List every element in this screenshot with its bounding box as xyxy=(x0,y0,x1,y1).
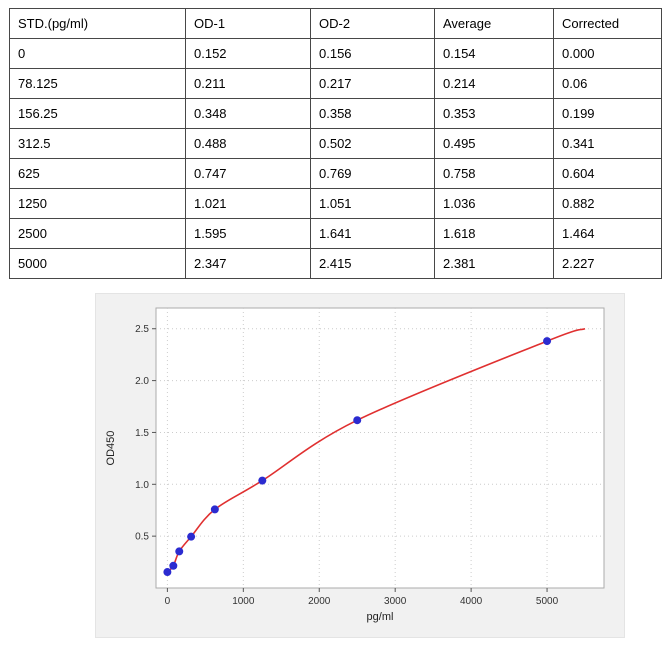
x-tick-label: 1000 xyxy=(232,596,255,607)
table-row: 0 0.152 0.156 0.154 0.000 xyxy=(9,38,662,69)
table-cell: 5000 xyxy=(9,248,186,279)
table-cell: 0.353 xyxy=(434,98,554,129)
data-point xyxy=(187,532,196,541)
table-cell: 156.25 xyxy=(9,98,186,129)
standards-table: STD.(pg/ml) OD-1 OD-2 Average Corrected … xyxy=(9,8,662,279)
x-tick-label: 3000 xyxy=(384,596,407,607)
table-cell: 312.5 xyxy=(9,128,186,159)
table-cell: 2.381 xyxy=(434,248,554,279)
plot-area xyxy=(155,307,605,589)
standard-curve-panel: 0 1000 2000 3000 4000 5000 0.5 1.0 1.5 2.0 2.5 pg/m… xyxy=(95,293,625,638)
table-cell: 1.036 xyxy=(434,188,554,219)
table-cell: 1.051 xyxy=(310,188,435,219)
header-corrected: Corrected xyxy=(553,8,662,39)
table-cell: 0.211 xyxy=(185,68,311,99)
data-point xyxy=(258,476,267,485)
table-row: 5000 2.347 2.415 2.381 2.227 xyxy=(9,248,662,279)
table-cell: 2.415 xyxy=(310,248,435,279)
table-row: 1250 1.021 1.051 1.036 0.882 xyxy=(9,188,662,219)
table-cell: 0.154 xyxy=(434,38,554,69)
data-point xyxy=(210,505,219,514)
header-std: STD.(pg/ml) xyxy=(9,8,186,39)
data-point xyxy=(353,416,362,425)
table-cell: 1.021 xyxy=(185,188,311,219)
table-cell: 0.604 xyxy=(553,158,662,189)
table-cell: 1.641 xyxy=(310,218,435,249)
table-cell: 0.348 xyxy=(185,98,311,129)
data-point xyxy=(543,337,552,346)
y-tick-label: 2.5 xyxy=(135,324,149,335)
table-cell: 0.502 xyxy=(310,128,435,159)
table-cell: 1.618 xyxy=(434,218,554,249)
table-row: 156.25 0.348 0.358 0.353 0.199 xyxy=(9,98,662,129)
table-cell: 2.227 xyxy=(553,248,662,279)
table-cell: 625 xyxy=(9,158,186,189)
data-point xyxy=(169,561,178,570)
table-cell: 0.341 xyxy=(553,128,662,159)
header-average: Average xyxy=(434,8,554,39)
standards-table-body: 0 0.152 0.156 0.154 0.000 78.125 0.211 0.217 0.2… xyxy=(9,38,662,279)
table-row: 625 0.747 0.769 0.758 0.604 xyxy=(9,158,662,189)
header-od1: OD-1 xyxy=(185,8,311,39)
data-point xyxy=(175,547,184,556)
table-cell: 0.199 xyxy=(553,98,662,129)
y-tick-label: 1.0 xyxy=(135,480,149,491)
x-tick-label: 5000 xyxy=(536,596,559,607)
standard-curve-svg: 0 1000 2000 3000 4000 5000 0.5 1.0 1.5 2.0 2.5 pg/m… xyxy=(105,307,605,623)
table-cell: 0.488 xyxy=(185,128,311,159)
data-point xyxy=(163,568,172,577)
table-cell: 1.464 xyxy=(553,218,662,249)
table-cell: 1250 xyxy=(9,188,186,219)
y-tick-label: 2.0 xyxy=(135,376,149,387)
table-cell: 0.156 xyxy=(310,38,435,69)
table-cell: 2500 xyxy=(9,218,186,249)
y-axis-label: OD450 xyxy=(105,431,117,466)
table-cell: 0 xyxy=(9,38,186,69)
table-row: 2500 1.595 1.641 1.618 1.464 xyxy=(9,218,662,249)
table-header-row: STD.(pg/ml) OD-1 OD-2 Average Corrected xyxy=(9,8,662,39)
x-tick-label: 4000 xyxy=(460,596,483,607)
table-cell: 0.358 xyxy=(310,98,435,129)
table-cell: 0.000 xyxy=(553,38,662,69)
table-cell: 0.769 xyxy=(310,158,435,189)
y-tick-label: 0.5 xyxy=(135,532,149,543)
x-tick-label: 0 xyxy=(165,596,171,607)
table-cell: 0.882 xyxy=(553,188,662,219)
table-cell: 2.347 xyxy=(185,248,311,279)
table-cell: 0.747 xyxy=(185,158,311,189)
table-cell: 0.06 xyxy=(553,68,662,99)
table-cell: 78.125 xyxy=(9,68,186,99)
x-axis-label: pg/ml xyxy=(367,611,394,623)
table-row: 312.5 0.488 0.502 0.495 0.341 xyxy=(9,128,662,159)
y-tick-label: 1.5 xyxy=(135,428,149,439)
fit-curve xyxy=(166,327,586,573)
header-od2: OD-2 xyxy=(310,8,435,39)
table-cell: 1.595 xyxy=(185,218,311,249)
table-cell: 0.758 xyxy=(434,158,554,189)
table-row: 78.125 0.211 0.217 0.214 0.06 xyxy=(9,68,662,99)
table-cell: 0.495 xyxy=(434,128,554,159)
table-cell: 0.214 xyxy=(434,68,554,99)
x-tick-label: 2000 xyxy=(308,596,331,607)
table-cell: 0.152 xyxy=(185,38,311,69)
table-cell: 0.217 xyxy=(310,68,435,99)
